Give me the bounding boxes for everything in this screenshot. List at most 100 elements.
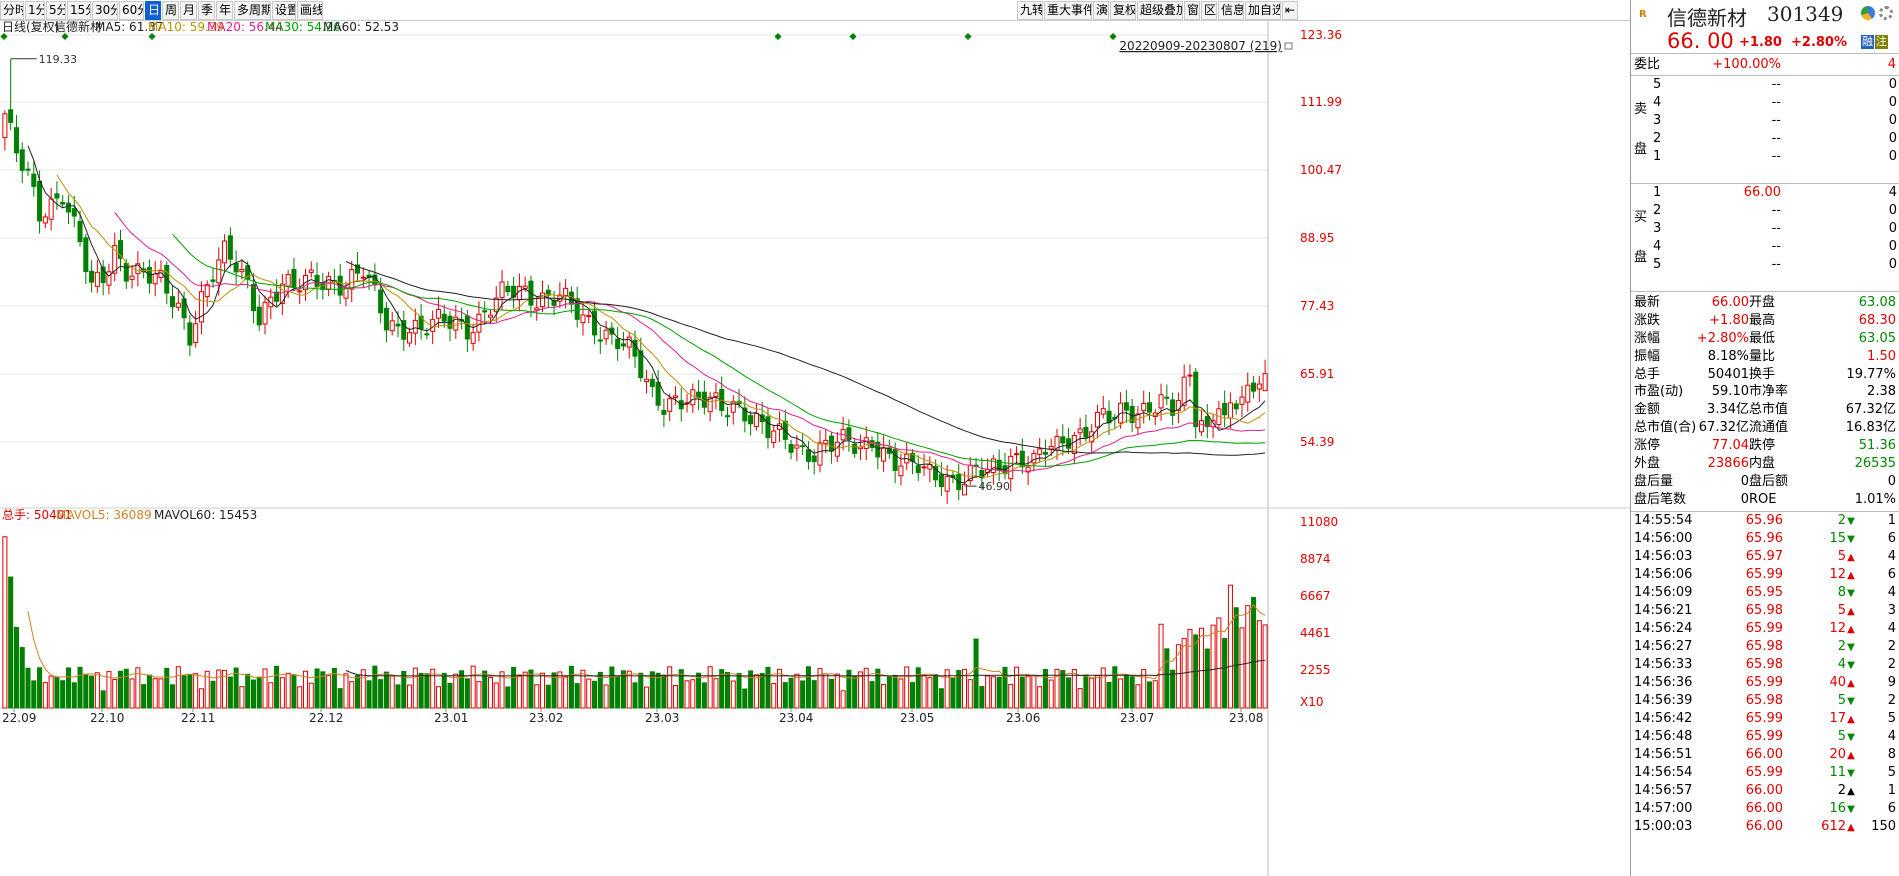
sell-level-price: -- (1771, 95, 1781, 110)
tick-row[interactable]: 14:56:42 65.99 17▲ 5 (1631, 710, 1899, 728)
tick-row[interactable]: 14:56:39 65.98 5▼ 2 (1631, 692, 1899, 710)
volume-bar (811, 680, 817, 709)
tick-row[interactable]: 14:56:06 65.99 12▲ 6 (1631, 566, 1899, 584)
event-marker-icon[interactable] (964, 32, 972, 41)
tick-row[interactable]: 14:56:57 66.00 2▲ 1 (1631, 782, 1899, 800)
volume-bar (892, 674, 898, 709)
tool-button-6[interactable]: 区 (1201, 1, 1217, 20)
candle-body (135, 263, 141, 275)
volume-bar (216, 669, 222, 709)
candle-body (505, 285, 511, 293)
volume-bar (308, 682, 314, 709)
stat-label: 市盈(动) (1634, 384, 1684, 400)
period-tab-3[interactable]: 15分 (67, 1, 91, 20)
tool-button-1[interactable]: 重大事件 (1044, 1, 1092, 20)
period-tab-2[interactable]: 5分 (46, 1, 66, 20)
tick-row[interactable]: 14:56:24 65.99 12▲ 4 (1631, 620, 1899, 638)
tick-row[interactable]: 14:56:54 65.99 11▼ 5 (1631, 764, 1899, 782)
tick-row[interactable]: 14:56:09 65.95 8▼ 4 (1631, 584, 1899, 602)
event-marker-icon[interactable] (0, 32, 8, 41)
date-axis-label: 23.04 (779, 711, 813, 725)
tool-button-3[interactable]: 复权 (1110, 1, 1136, 20)
tool-button-0[interactable]: 九转 (1017, 1, 1043, 20)
lock-icon[interactable] (1284, 42, 1293, 50)
tick-volume: 4▼ (1781, 656, 1856, 675)
kline-chart[interactable]: 123.36 111.99 100.47 88.95 77.43 65.91 54.39 11… (0, 0, 1630, 876)
event-marker-icon[interactable] (1109, 32, 1117, 41)
price-axis-label: 54.39 (1300, 435, 1334, 449)
tick-volume-value: 5 (1837, 728, 1846, 744)
period-tab-0[interactable]: 分时 (0, 1, 24, 20)
brand-logo-icon: R (1639, 9, 1647, 20)
tick-count: 1 (1887, 512, 1896, 528)
date-range-label[interactable]: 20220909-20230807 (219) (1119, 39, 1282, 53)
candle-body (1256, 383, 1262, 390)
volume-bar (337, 688, 343, 709)
period-tab-6[interactable]: 日 (145, 1, 161, 20)
period-tab-8[interactable]: 月 (180, 1, 197, 20)
tick-row[interactable]: 14:56:36 65.99 40▲ 9 (1631, 674, 1899, 692)
period-tab-10[interactable]: 年 (216, 1, 233, 20)
tick-row[interactable]: 14:55:54 65.96 2▼ 1 (1631, 512, 1899, 530)
volume-bar (89, 675, 95, 709)
stat-label: 外盘 (1634, 456, 1661, 472)
tick-time: 14:56:33 (1634, 656, 1693, 672)
arrow-up-icon: ▲ (1847, 821, 1855, 833)
tick-row[interactable]: 14:56:48 65.99 5▼ 4 (1631, 728, 1899, 746)
period-tab-5[interactable]: 60分 (119, 1, 144, 20)
tick-row[interactable]: 14:56:21 65.98 5▲ 3 (1631, 602, 1899, 620)
buy-level-row: 1 66.00 4 (1631, 184, 1899, 202)
event-marker-icon[interactable] (774, 32, 782, 41)
tick-list[interactable]: 14:55:54 65.96 2▼ 1 14:56:00 65.96 15▼ 6 14:56:0… (1631, 512, 1899, 836)
tick-price: 65.98 (1745, 638, 1783, 654)
volume-bar (609, 666, 615, 709)
tick-row[interactable]: 15:00:03 66.00 612▲ 150 (1631, 818, 1899, 836)
period-tab-4[interactable]: 30分 (92, 1, 118, 20)
volume-bar (424, 673, 430, 709)
volume-bar (690, 679, 696, 709)
tick-row[interactable]: 14:56:51 66.00 20▲ 8 (1631, 746, 1899, 764)
stat-label: 内盘 (1749, 456, 1776, 472)
period-tab-11[interactable]: 多周期 (234, 1, 271, 20)
sell-level-row: 4 -- 0 (1631, 94, 1899, 112)
period-tab-13[interactable]: 画线 (297, 1, 323, 20)
volume-bar (297, 686, 303, 709)
date-axis-label: 23.06 (1006, 711, 1040, 725)
tool-button-7[interactable]: 信息 (1218, 1, 1244, 20)
candle-body (424, 333, 430, 336)
tick-row[interactable]: 14:56:27 65.98 2▼ 2 (1631, 638, 1899, 656)
tool-button-8[interactable]: 加自选 (1245, 1, 1281, 20)
candle-body (268, 296, 274, 308)
event-marker-icon[interactable] (148, 32, 156, 41)
period-tab-12[interactable]: 设置 (272, 1, 296, 20)
period-tab-7[interactable]: 周 (162, 1, 179, 20)
tool-button-4[interactable]: 超级叠加 (1137, 1, 1183, 20)
candle-body (170, 296, 176, 308)
tick-time: 14:56:57 (1634, 782, 1693, 798)
candle-body (1014, 453, 1020, 456)
event-marker-icon[interactable] (61, 32, 69, 41)
tick-row[interactable]: 14:56:03 65.97 5▲ 4 (1631, 548, 1899, 566)
stat-label: 总市值 (1749, 402, 1789, 418)
tick-volume: 8▼ (1781, 584, 1856, 603)
tick-row[interactable]: 14:56:00 65.96 15▼ 6 (1631, 530, 1899, 548)
event-marker-icon[interactable] (849, 32, 857, 41)
volume-bar (1175, 644, 1181, 709)
tool-button-9[interactable]: ⇤ (1282, 1, 1298, 20)
volume-bar (551, 672, 557, 709)
tick-row[interactable]: 14:56:33 65.98 4▼ 2 (1631, 656, 1899, 674)
tool-button-5[interactable]: 窗 (1184, 1, 1200, 20)
volume-bar (1152, 680, 1158, 709)
chart-area: 123.36 111.99 100.47 88.95 77.43 65.91 54.39 11… (0, 0, 1630, 876)
stat-label: 量比 (1749, 348, 1776, 364)
settings-gear-icon[interactable] (1879, 6, 1893, 20)
tool-button-2[interactable]: 演 (1093, 1, 1109, 20)
tick-row[interactable]: 14:57:00 66.00 16▼ 6 (1631, 800, 1899, 818)
volume-bar (25, 667, 31, 709)
stat-label: 最低 (1749, 330, 1776, 346)
pie-chart-icon[interactable] (1861, 6, 1875, 20)
period-tab-9[interactable]: 季 (198, 1, 215, 20)
tick-time: 14:56:54 (1634, 764, 1693, 780)
period-tab-1[interactable]: 1分 (25, 1, 45, 20)
